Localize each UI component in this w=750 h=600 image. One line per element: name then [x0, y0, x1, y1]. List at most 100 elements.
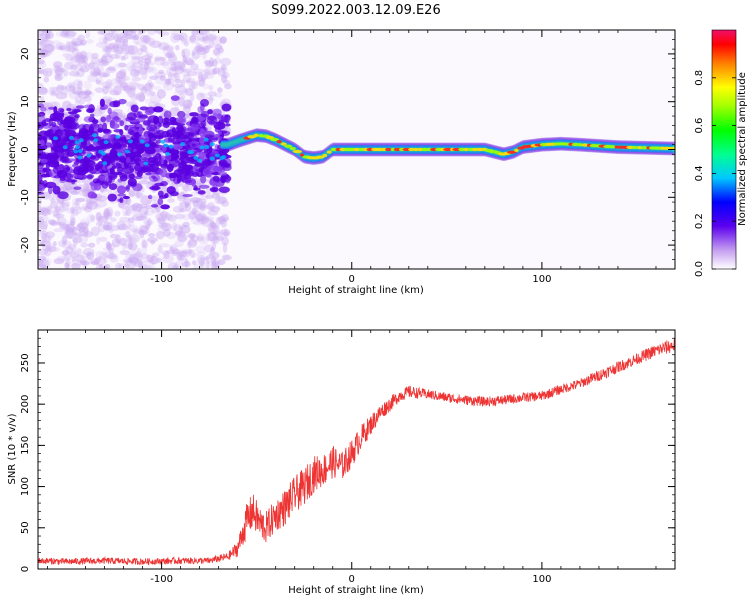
noise-cell: [129, 69, 141, 78]
noise-cell: [128, 65, 135, 72]
colorbar-tick-label: 0.0: [694, 261, 705, 277]
noise-cell: [139, 224, 149, 233]
noise-cell: [149, 94, 162, 105]
noise-cell: [122, 243, 127, 251]
noise-cell: [95, 195, 108, 202]
noise-cell: [215, 195, 226, 205]
noise-cell: [72, 63, 84, 71]
noise-cell: [38, 260, 44, 268]
noise-cell: [132, 34, 139, 41]
noise-cell: [136, 190, 141, 200]
noise-cell: [69, 64, 78, 71]
noise-cell: [177, 110, 186, 119]
noise-cell: [212, 235, 219, 244]
noise-cell: [212, 175, 220, 182]
noise-cell: [77, 98, 86, 105]
noise-cell: [192, 204, 204, 209]
noise-cell: [122, 206, 127, 214]
noise-cell: [75, 224, 82, 232]
noise-cell: [166, 50, 175, 59]
noise-cell: [41, 244, 52, 252]
noise-cell: [198, 236, 209, 246]
noise-cell: [38, 259, 46, 269]
noise-cell: [56, 70, 66, 81]
noise-cell: [120, 49, 131, 55]
noise-cell: [197, 216, 210, 225]
noise-cell: [87, 242, 96, 248]
noise-cell: [62, 52, 72, 58]
noise-cell: [212, 258, 220, 268]
noise-cell: [53, 228, 65, 233]
noise-cell: [95, 250, 105, 258]
ridge-peak: [326, 150, 332, 154]
noise-cell: [157, 57, 166, 62]
spectrogram-ylabel: Frequency (Hz): [7, 111, 18, 187]
noise-cell: [182, 105, 191, 113]
noise-cell: [49, 219, 58, 227]
noise-cell: [52, 210, 59, 217]
noise-cell: [105, 43, 114, 50]
noise-cell: [78, 138, 84, 143]
noise-cell: [185, 59, 195, 66]
noise-cell: [49, 201, 59, 209]
noise-cell: [221, 236, 229, 246]
noise-cell: [105, 240, 111, 250]
noise-cell: [78, 225, 86, 233]
noise-cell: [203, 68, 216, 76]
noise-cell: [54, 69, 61, 80]
snr-ylabel: SNR (10 * v/v): [7, 413, 18, 484]
noise-cell: [192, 165, 198, 170]
noise-cell: [70, 206, 75, 215]
noise-cell: [148, 91, 156, 96]
noise-cell: [123, 114, 128, 124]
noise-cell: [178, 32, 188, 42]
noise-cell: [86, 201, 99, 210]
noise-cell: [207, 137, 218, 143]
noise-cell: [209, 142, 215, 147]
figure-title: S099.2022.003.12.09.E26: [271, 3, 440, 18]
noise-cell: [127, 256, 138, 263]
noise-cell: [165, 67, 177, 77]
noise-cell: [74, 232, 85, 237]
noise-cell: [124, 30, 135, 33]
noise-cell: [138, 63, 150, 70]
noise-cell: [207, 222, 219, 233]
noise-cell: [41, 232, 48, 243]
noise-cell: [162, 46, 174, 55]
noise-cell: [113, 35, 125, 42]
noise-cell: [74, 145, 80, 150]
noise-cell: [176, 166, 187, 174]
noise-cell: [102, 128, 112, 135]
noise-cell: [38, 211, 42, 216]
noise-cell: [83, 183, 89, 192]
noise-cell: [205, 44, 211, 50]
ridge-peak: [289, 146, 296, 151]
noise-cell: [138, 126, 143, 135]
noise-cell: [158, 69, 165, 75]
noise-cell: [181, 38, 188, 45]
noise-cell: [219, 37, 227, 45]
noise-cell: [56, 85, 68, 90]
noise-cell: [117, 152, 123, 157]
noise-cell: [53, 258, 65, 265]
noise-cell: [71, 42, 78, 50]
noise-cell: [95, 211, 103, 221]
noise-cell: [51, 121, 57, 128]
noise-cell: [43, 43, 55, 53]
noise-cell: [189, 34, 196, 42]
noise-cell: [99, 236, 108, 242]
noise-cell: [180, 99, 193, 108]
noise-cell: [147, 237, 158, 243]
noise-cell: [124, 45, 135, 55]
noise-cell: [198, 74, 209, 81]
noise-cell: [72, 86, 83, 95]
noise-cell: [74, 54, 81, 60]
noise-cell: [167, 53, 178, 63]
noise-cell: [111, 47, 117, 53]
noise-cell: [111, 116, 121, 123]
noise-cell: [192, 209, 202, 218]
noise-cell: [85, 196, 97, 205]
noise-cell: [145, 66, 155, 72]
noise-cell: [46, 152, 57, 158]
y-tick-label: 10: [20, 95, 31, 108]
